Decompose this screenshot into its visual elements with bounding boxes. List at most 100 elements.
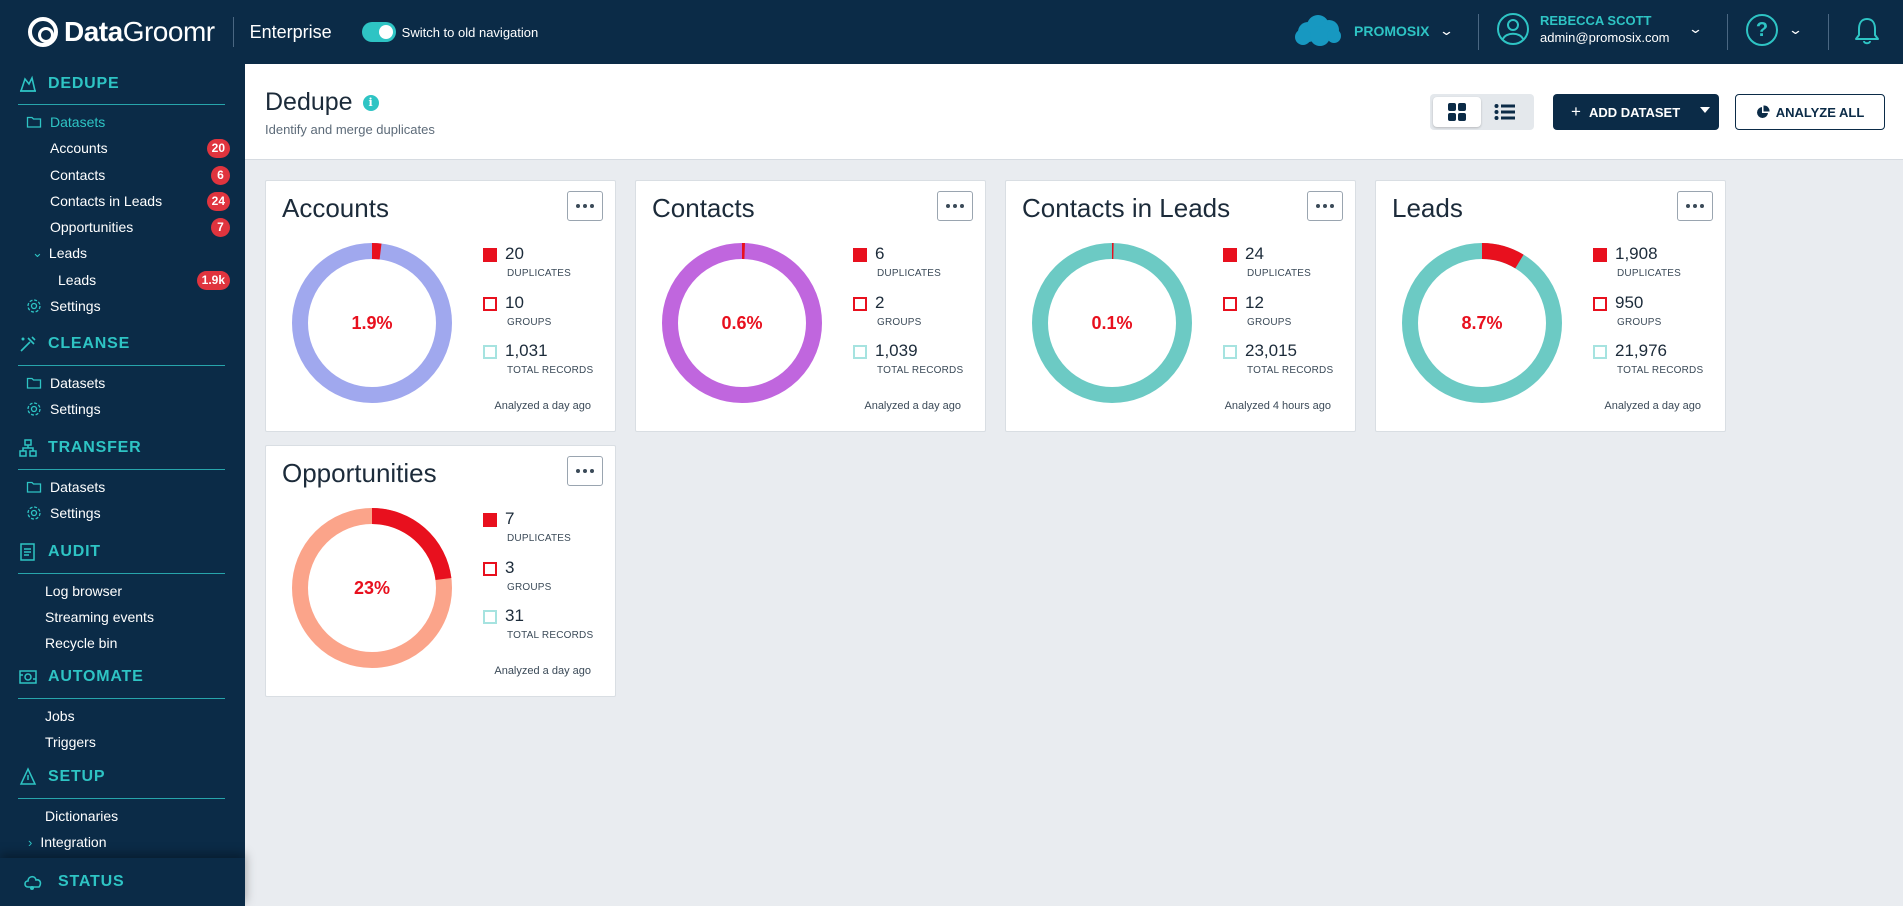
status-bar[interactable]: STATUS — [0, 858, 245, 906]
card-title[interactable]: Opportunities — [282, 458, 437, 488]
transfer-icon — [19, 439, 37, 457]
list-view-button[interactable] — [1481, 97, 1529, 127]
divider — [1692, 98, 1693, 126]
groups-swatch — [483, 562, 497, 576]
duplicate-percentage: 8.7% — [1461, 312, 1503, 333]
folder-icon — [26, 116, 42, 128]
dot-icon — [1700, 204, 1704, 208]
dataset-card[interactable]: Opportunities 23% 7 DUPLICATES 3 GROUPS … — [265, 445, 616, 697]
card-title[interactable]: Leads — [1392, 193, 1463, 223]
user-avatar-icon — [1497, 13, 1529, 45]
section-dedupe[interactable]: DEDUPE — [18, 74, 119, 94]
sidebar-item-contacts-in-leads[interactable]: Contacts in Leads 24 — [50, 191, 230, 211]
user-menu[interactable]: REBECCA SCOTT admin@promosix.com ⌄ — [1496, 12, 1703, 46]
dot-icon — [953, 204, 957, 208]
info-icon[interactable]: i — [362, 94, 379, 111]
card-title[interactable]: Contacts — [652, 193, 755, 223]
analyzed-timestamp: Analyzed a day ago — [494, 400, 591, 412]
total-records-label: TOTAL RECORDS — [507, 365, 594, 376]
analyzed-timestamp: Analyzed a day ago — [864, 400, 961, 412]
chevron-down-icon: ⌄ — [1687, 21, 1703, 36]
dataset-card[interactable]: Leads 8.7% 1,908 DUPLICATES 950 GROUPS 2… — [1375, 180, 1726, 432]
add-dataset-button[interactable]: + ADD DATASET — [1553, 94, 1719, 130]
groups-swatch — [483, 297, 497, 311]
old-navigation-toggle[interactable] — [361, 22, 396, 42]
dot-icon — [1323, 204, 1327, 208]
duplicates-count: 24 — [1245, 244, 1264, 263]
logo-icon — [28, 17, 58, 47]
more-options-button[interactable] — [1677, 191, 1713, 221]
sidebar-item-cleanse-settings[interactable]: Settings — [26, 401, 101, 417]
audit-icon — [20, 543, 35, 561]
sidebar-item-streaming-events[interactable]: Streaming events — [45, 609, 154, 625]
dot-icon — [960, 204, 964, 208]
more-options-button[interactable] — [567, 191, 603, 221]
grid-view-button[interactable] — [1433, 97, 1481, 127]
divider — [18, 698, 225, 699]
section-transfer[interactable]: TRANSFER — [18, 438, 142, 458]
notifications-bell-icon[interactable] — [1852, 16, 1882, 46]
dot-icon — [1686, 204, 1690, 208]
card-title[interactable]: Accounts — [282, 193, 389, 223]
cleanse-icon — [20, 336, 36, 352]
divider — [1828, 14, 1829, 50]
sidebar-item-contacts[interactable]: Contacts 6 — [50, 165, 230, 185]
more-options-button[interactable] — [937, 191, 973, 221]
sidebar-group-leads[interactable]: ⌄ Leads — [32, 245, 88, 261]
divider — [232, 17, 234, 47]
donut-duplicate-slice — [292, 243, 452, 403]
dataset-card[interactable]: Contacts in Leads 0.1% 24 DUPLICATES 12 … — [1005, 180, 1356, 432]
donut-duplicate-slice — [662, 243, 822, 403]
old-navigation-label: Switch to old navigation — [401, 24, 539, 40]
divider — [18, 469, 225, 470]
divider — [1478, 14, 1479, 50]
sidebar-item-recycle-bin[interactable]: Recycle bin — [45, 635, 118, 651]
sidebar-item-dedupe-settings[interactable]: Settings — [26, 298, 101, 314]
caret-down-icon[interactable] — [1700, 107, 1710, 113]
sidebar-item-leads[interactable]: Leads 1.9k — [58, 270, 230, 290]
sidebar-item-integration[interactable]: › Integration — [28, 834, 107, 850]
dataset-card[interactable]: Accounts 1.9% 20 DUPLICATES 10 GROUPS 1,… — [265, 180, 616, 432]
dataset-card[interactable]: Contacts 0.6% 6 DUPLICATES 2 GROUPS 1,03… — [635, 180, 986, 432]
sidebar-item-opportunities[interactable]: Opportunities 7 — [50, 217, 230, 237]
section-audit[interactable]: AUDIT — [18, 542, 101, 562]
list-icon — [1494, 104, 1515, 120]
analyzed-timestamp: Analyzed a day ago — [1604, 400, 1701, 412]
sidebar-item-cleanse-datasets[interactable]: Datasets — [26, 375, 105, 391]
total-swatch — [853, 345, 867, 359]
logo-text: DataGroomr — [64, 16, 215, 47]
dot-icon — [583, 204, 587, 208]
count-badge: 24 — [206, 191, 230, 211]
sidebar: DEDUPE Datasets Accounts 20 Contacts 6 Con… — [0, 64, 245, 906]
dedupe-icon — [19, 75, 37, 92]
duplicates-donut-chart — [292, 508, 452, 668]
sidebar-item-dictionaries[interactable]: Dictionaries — [45, 808, 119, 824]
section-cleanse[interactable]: CLEANSE — [18, 334, 130, 354]
gear-icon — [27, 402, 41, 416]
total-records-label: TOTAL RECORDS — [507, 630, 594, 641]
section-automate[interactable]: AUTOMATE — [18, 667, 144, 687]
logo[interactable]: DataGroomr — [28, 16, 215, 48]
card-title[interactable]: Contacts in Leads — [1022, 193, 1231, 223]
analyze-all-button[interactable]: ANALYZE ALL — [1735, 94, 1885, 130]
sidebar-item-log-browser[interactable]: Log browser — [45, 583, 123, 599]
total-swatch — [483, 610, 497, 624]
section-setup[interactable]: SETUP — [18, 767, 105, 787]
groups-label: GROUPS — [507, 317, 552, 328]
org-switcher[interactable]: PROMOSIX ⌄ — [1294, 14, 1455, 48]
sidebar-item-accounts[interactable]: Accounts 20 — [50, 138, 230, 158]
more-options-button[interactable] — [567, 456, 603, 486]
page-header: Dedupe i Identify and merge duplicates +… — [245, 64, 1903, 160]
help-icon: ? — [1746, 14, 1778, 46]
divider — [18, 798, 225, 799]
more-options-button[interactable] — [1307, 191, 1343, 221]
duplicates-count: 7 — [505, 509, 515, 528]
help-menu[interactable]: ? ⌄ — [1746, 14, 1803, 46]
sidebar-item-triggers[interactable]: Triggers — [45, 734, 96, 750]
sidebar-item-transfer-settings[interactable]: Settings — [26, 505, 101, 521]
groups-count: 3 — [505, 558, 515, 577]
sidebar-item-dedupe-datasets[interactable]: Datasets — [26, 114, 105, 130]
sidebar-item-transfer-datasets[interactable]: Datasets — [26, 479, 105, 495]
sidebar-item-jobs[interactable]: Jobs — [45, 708, 75, 724]
divider — [18, 104, 225, 105]
